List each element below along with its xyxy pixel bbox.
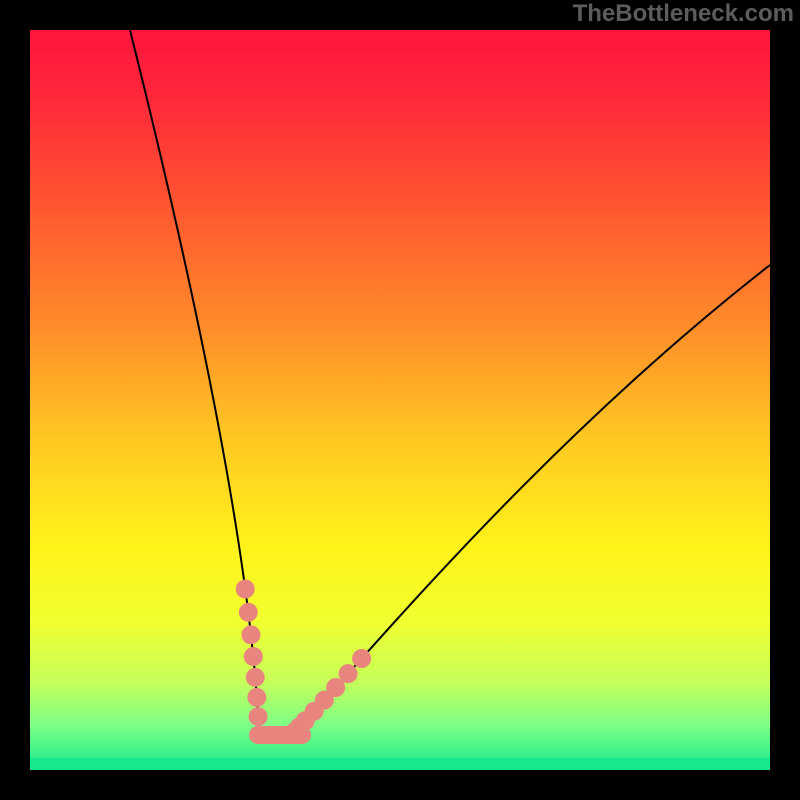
marker-dot: [239, 603, 257, 621]
marker-dot: [242, 626, 260, 644]
marker-dot: [248, 688, 266, 706]
chart-svg: [0, 0, 800, 800]
marker-dot: [249, 708, 267, 726]
marker-dot: [339, 665, 357, 683]
plot-gradient: [30, 30, 770, 770]
marker-dot: [236, 580, 254, 598]
marker-dot: [327, 679, 345, 697]
plot-bottom-band: [30, 758, 770, 770]
marker-dot: [244, 647, 262, 665]
marker-dot: [353, 650, 371, 668]
marker-dot: [246, 668, 264, 686]
chart-page: TheBottleneck.com: [0, 0, 800, 800]
watermark-text: TheBottleneck.com: [573, 0, 794, 28]
